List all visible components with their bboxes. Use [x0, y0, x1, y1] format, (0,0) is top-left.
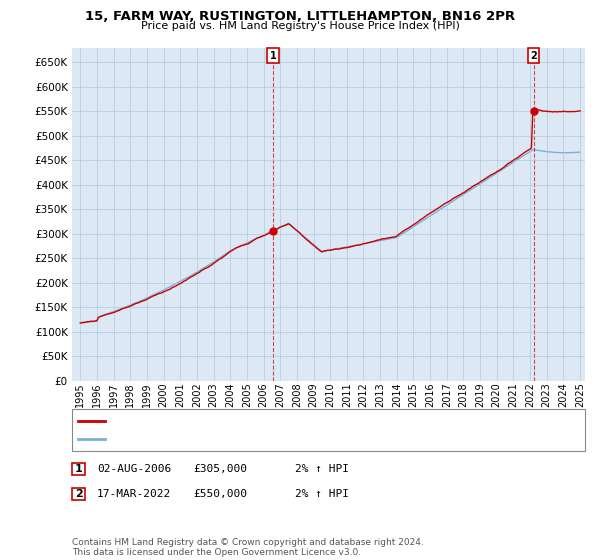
Text: 15, FARM WAY, RUSTINGTON, LITTLEHAMPTON, BN16 2PR (detached house): 15, FARM WAY, RUSTINGTON, LITTLEHAMPTON,… [111, 416, 505, 426]
Text: HPI: Average price, detached house, Arun: HPI: Average price, detached house, Arun [111, 434, 329, 444]
Text: £305,000: £305,000 [193, 464, 247, 474]
Text: 2: 2 [530, 51, 537, 61]
Text: 2% ↑ HPI: 2% ↑ HPI [295, 489, 349, 499]
Text: 15, FARM WAY, RUSTINGTON, LITTLEHAMPTON, BN16 2PR: 15, FARM WAY, RUSTINGTON, LITTLEHAMPTON,… [85, 10, 515, 22]
Text: Price paid vs. HM Land Registry's House Price Index (HPI): Price paid vs. HM Land Registry's House … [140, 21, 460, 31]
Text: 2% ↑ HPI: 2% ↑ HPI [295, 464, 349, 474]
Text: £550,000: £550,000 [193, 489, 247, 499]
Text: 2: 2 [75, 489, 82, 499]
Text: 17-MAR-2022: 17-MAR-2022 [97, 489, 172, 499]
Text: 02-AUG-2006: 02-AUG-2006 [97, 464, 172, 474]
Text: 1: 1 [270, 51, 277, 61]
Text: 1: 1 [75, 464, 82, 474]
Text: Contains HM Land Registry data © Crown copyright and database right 2024.
This d: Contains HM Land Registry data © Crown c… [72, 538, 424, 557]
